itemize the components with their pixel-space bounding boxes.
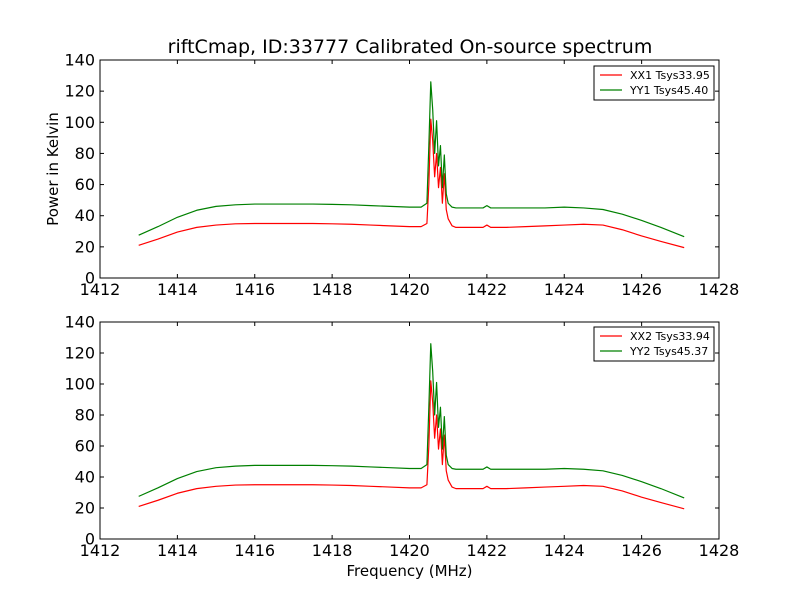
legend-entry: YY2 Tsys45.37: [629, 345, 708, 358]
x-tick-label: 1428: [699, 280, 740, 299]
legend-1: XX1 Tsys33.95 YY1 Tsys45.40: [593, 65, 715, 101]
y-tick-label: 60: [75, 437, 95, 456]
plot-panel-2: 1412 1414 1416 1418 1420 1422 1424 1426 1428 0 20 4…: [64, 313, 739, 581]
x-axis-label: Frequency (MHz): [346, 562, 472, 580]
x-tick-label: 1428: [699, 541, 740, 560]
legend-2: XX2 Tsys33.94 YY2 Tsys45.37: [593, 326, 715, 362]
y-tick-label: 40: [75, 468, 95, 487]
x-tick-label: 1424: [544, 541, 585, 560]
y-tick-label: 0: [85, 530, 95, 549]
x-tick-label: 1426: [621, 541, 662, 560]
x-tick-label: 1412: [80, 541, 121, 560]
legend-box: [593, 65, 715, 101]
legend-entry: YY1 Tsys45.40: [629, 84, 708, 97]
legend-box: [593, 326, 715, 362]
y-tick-label: 20: [75, 237, 95, 256]
y-tick-label: 120: [64, 344, 95, 363]
x-tick-label: 1420: [389, 280, 430, 299]
x-tick-label: 1420: [389, 541, 430, 560]
y-tick-label: 140: [64, 313, 95, 332]
x-tick-label: 1414: [157, 541, 198, 560]
x-tick-label: 1416: [234, 280, 275, 299]
y-tick-label: 40: [75, 206, 95, 225]
y-axis-label: Power in Kelvin: [44, 112, 62, 226]
series-line-2-2: [138, 343, 685, 499]
x-tick-label: 1414: [157, 280, 198, 299]
x-tick-label: 1412: [80, 280, 121, 299]
series-line-1-1: [138, 118, 685, 249]
plot-panel-1: 1412 1414 1416 1418 1420 1422 1424 1426 1428 0 20 4…: [44, 51, 739, 300]
x-tick-label: 1418: [312, 280, 353, 299]
y-tick-label: 60: [75, 175, 95, 194]
chart-title: riftCmap, ID:33777 Calibrated On-source …: [168, 36, 653, 58]
series-line-1-2: [138, 81, 685, 238]
y-tick-label: 80: [75, 144, 95, 163]
x-tick-label: 1422: [467, 541, 508, 560]
y-tick-label: 100: [64, 375, 95, 394]
y-tick-label: 120: [64, 82, 95, 101]
y-tick-label: 140: [64, 51, 95, 70]
x-tick-label: 1424: [544, 280, 585, 299]
legend-entry: XX1 Tsys33.95: [630, 69, 710, 82]
legend-entry: XX2 Tsys33.94: [630, 330, 710, 343]
x-tick-label: 1418: [312, 541, 353, 560]
x-tick-label: 1416: [234, 541, 275, 560]
y-tick-label: 20: [75, 499, 95, 518]
y-tick-label: 0: [85, 269, 95, 288]
y-tick-label: 80: [75, 406, 95, 425]
x-tick-label: 1426: [621, 280, 662, 299]
x-tick-label: 1422: [467, 280, 508, 299]
y-tick-label: 100: [64, 113, 95, 132]
series-line-2-1: [138, 380, 685, 510]
